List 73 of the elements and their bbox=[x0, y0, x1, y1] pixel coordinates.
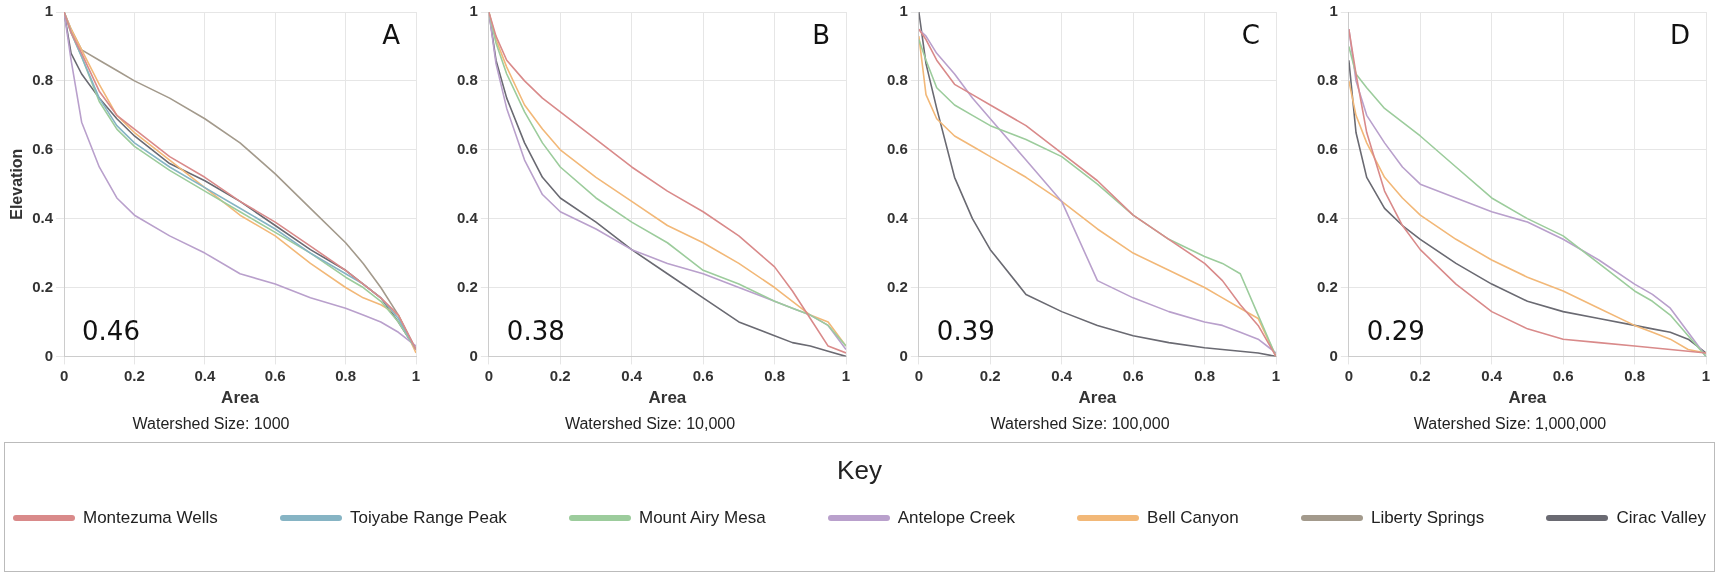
text: Watershed Size: 1,000,000 bbox=[1413, 414, 1607, 432]
annotation: C bbox=[1241, 19, 1260, 50]
y-tick-label: 0.6 bbox=[32, 139, 54, 157]
y-tick-label: 0 bbox=[899, 346, 908, 364]
y-tick-label: 0.4 bbox=[1316, 208, 1339, 226]
x-tick-label: 0.6 bbox=[692, 366, 714, 384]
y-tick-label: 0 bbox=[469, 346, 478, 364]
y-tick-label: 0.8 bbox=[1316, 71, 1338, 89]
annotation: 0.38 bbox=[506, 316, 565, 347]
legend-label: Cirac Valley bbox=[1616, 508, 1706, 528]
y-tick-label: 0.2 bbox=[456, 277, 478, 295]
x-tick-label: 0.4 bbox=[621, 366, 643, 384]
x-tick-label: 1 bbox=[411, 366, 421, 384]
x-tick-label: 0.8 bbox=[1194, 366, 1215, 384]
legend-label: Toiyabe Range Peak bbox=[349, 508, 507, 528]
text: Watershed Size: 100,000 bbox=[990, 414, 1170, 432]
x-tick-label: 0 bbox=[484, 366, 494, 384]
y-tick-label: 0.2 bbox=[1316, 277, 1338, 295]
x-tick-label: 0.2 bbox=[124, 366, 145, 384]
y-axis-title: Elevation bbox=[8, 148, 26, 220]
x-axis-title: Area bbox=[221, 388, 260, 408]
x-tick-label: 0.6 bbox=[1122, 366, 1144, 384]
x-tick-label: 0.8 bbox=[764, 366, 785, 384]
x-axis-title: Area bbox=[648, 388, 687, 408]
legend-label: Montezuma Wells bbox=[83, 508, 218, 528]
x-tick-label: 0.4 bbox=[194, 366, 216, 384]
y-tick-label: 1 bbox=[899, 2, 908, 20]
y-tick-label: 0.6 bbox=[886, 139, 908, 157]
x-tick-label: 1 bbox=[1701, 366, 1711, 384]
x-tick-label: 0 bbox=[1344, 366, 1354, 384]
x-tick-label: 0 bbox=[914, 366, 924, 384]
x-axis-title: Area bbox=[1078, 388, 1117, 408]
y-tick-label: 0.6 bbox=[1316, 139, 1338, 157]
y-tick-label: 0.8 bbox=[32, 71, 54, 89]
y-tick-label: 0 bbox=[1329, 346, 1338, 364]
y-tick-label: 0.2 bbox=[32, 277, 54, 295]
annotation: 0.29 bbox=[1366, 316, 1425, 347]
annotation: 0.46 bbox=[82, 316, 140, 347]
x-tick-label: 0.2 bbox=[549, 366, 571, 384]
legend-label: Bell Canyon bbox=[1147, 508, 1239, 528]
annotation: 0.39 bbox=[936, 316, 995, 347]
x-tick-label: 0.4 bbox=[1481, 366, 1503, 384]
y-tick-label: 0.4 bbox=[456, 208, 479, 226]
legend-title: Key bbox=[836, 455, 883, 486]
y-tick-label: 0 bbox=[44, 346, 54, 364]
text: Watershed Size: 10,000 bbox=[564, 414, 736, 432]
x-tick-label: 0.8 bbox=[1624, 366, 1645, 384]
y-tick-label: 1 bbox=[44, 2, 54, 20]
x-tick-label: 0 bbox=[59, 366, 69, 384]
annotation: D bbox=[1669, 19, 1690, 50]
x-tick-label: 0.4 bbox=[1051, 366, 1073, 384]
x-axis-title: Area bbox=[1508, 388, 1547, 408]
y-tick-label: 0.8 bbox=[456, 71, 478, 89]
x-tick-label: 1 bbox=[1271, 366, 1281, 384]
annotation: B bbox=[812, 19, 830, 50]
x-tick-label: 0.8 bbox=[335, 366, 357, 384]
y-tick-label: 0.8 bbox=[886, 71, 908, 89]
y-tick-label: 1 bbox=[1329, 2, 1338, 20]
x-tick-label: 1 bbox=[841, 366, 851, 384]
x-tick-label: 0.6 bbox=[264, 366, 286, 384]
y-tick-label: 0.4 bbox=[886, 208, 909, 226]
y-tick-label: 0.2 bbox=[886, 277, 908, 295]
x-tick-label: 0.2 bbox=[979, 366, 1001, 384]
x-tick-label: 0.6 bbox=[1552, 366, 1574, 384]
y-tick-label: 0.4 bbox=[32, 208, 54, 226]
annotation: A bbox=[382, 19, 401, 50]
y-tick-label: 1 bbox=[469, 2, 478, 20]
legend-label: Antelope Creek bbox=[897, 508, 1015, 528]
text: Watershed Size: 1000 bbox=[132, 414, 290, 432]
y-tick-label: 0.6 bbox=[456, 139, 478, 157]
legend-label: Mount Airy Mesa bbox=[639, 508, 766, 528]
legend-label: Liberty Springs bbox=[1370, 508, 1485, 528]
x-tick-label: 0.2 bbox=[1409, 366, 1431, 384]
